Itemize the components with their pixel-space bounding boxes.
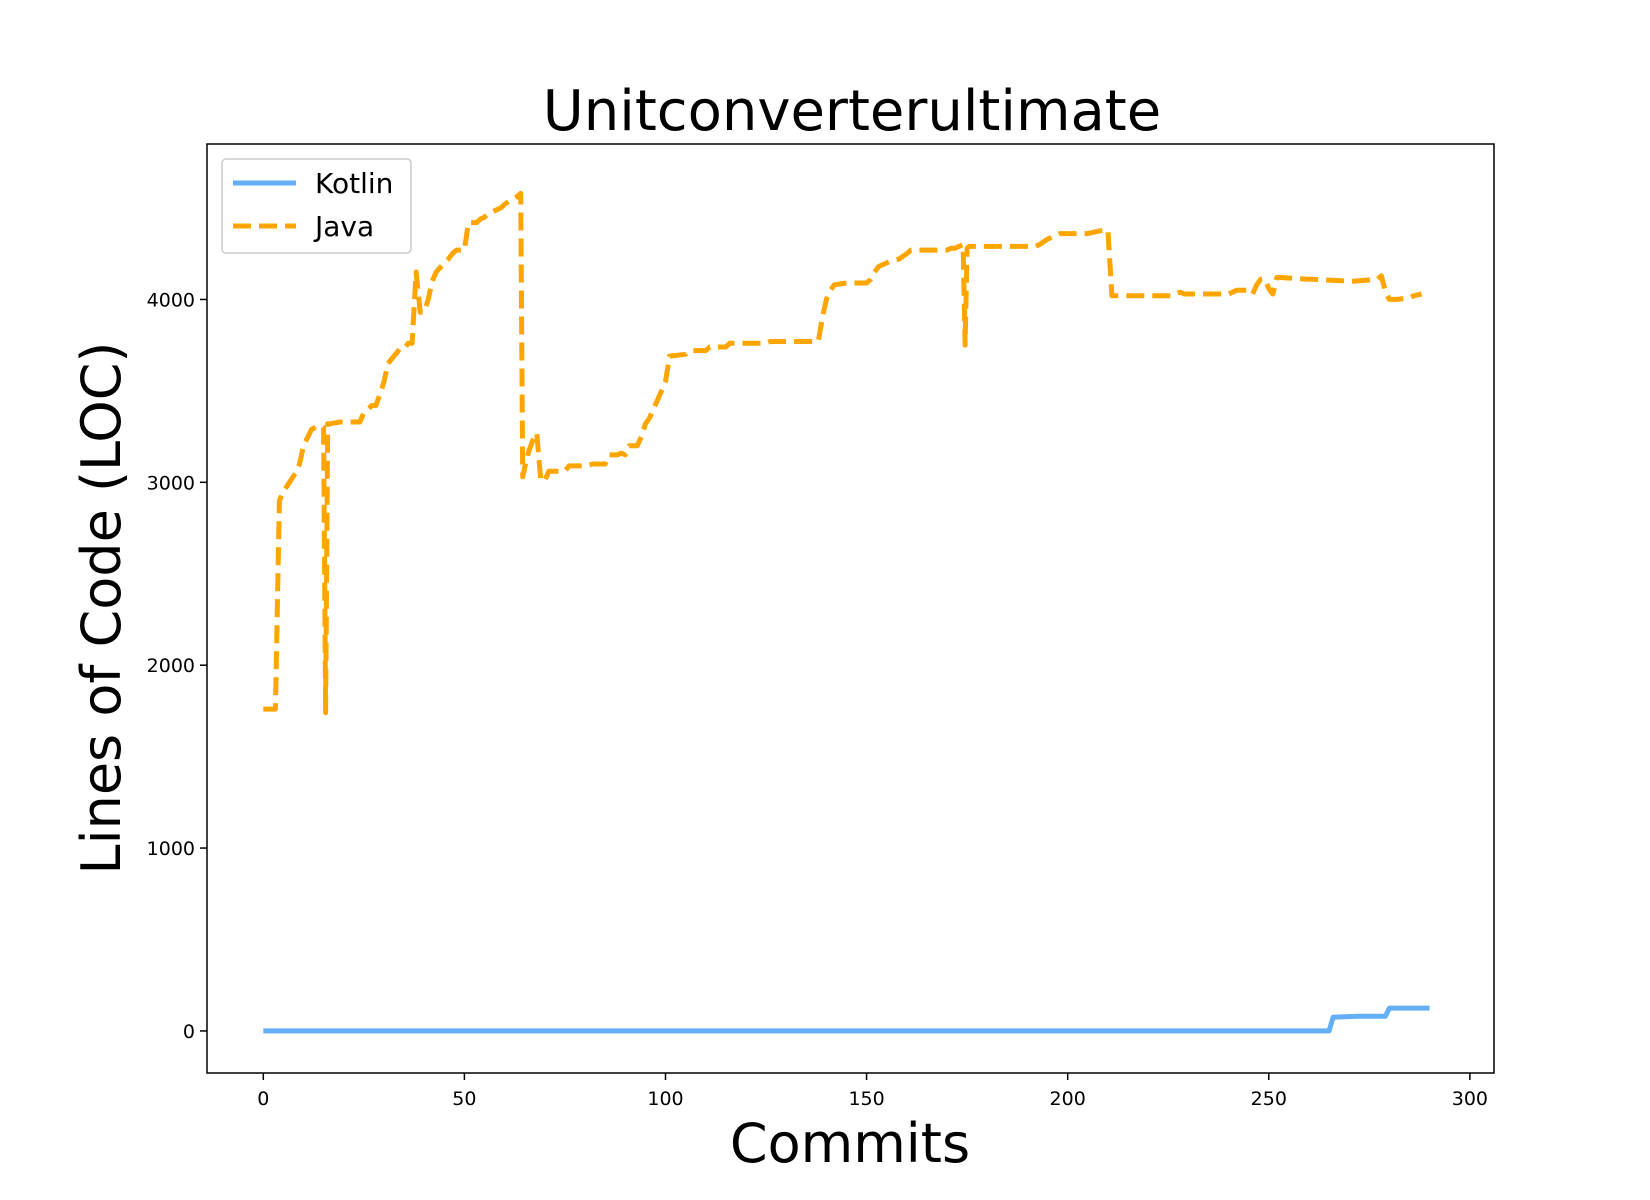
- x-axis-label: Commits: [730, 1112, 970, 1175]
- y-axis-label: Lines of Code (LOC): [70, 342, 133, 875]
- x-tick-label: 200: [1050, 1088, 1086, 1110]
- x-tick-label: 150: [848, 1088, 884, 1110]
- legend-java-label: Java: [313, 210, 374, 243]
- x-tick-label: 250: [1251, 1088, 1287, 1110]
- series-layer: [263, 190, 1430, 1034]
- chart-title: Unitconverterultimate: [543, 79, 1161, 144]
- x-tick-label: 0: [257, 1088, 269, 1110]
- series-java-line: [263, 190, 1423, 716]
- series-kotlin-line: [263, 1005, 1430, 1034]
- y-tick-label: 3000: [147, 472, 195, 494]
- legend-kotlin-label: Kotlin: [315, 167, 393, 200]
- x-axis: 0 50 100 150 200 250 300: [257, 1073, 1488, 1110]
- legend: Kotlin Java: [221, 158, 412, 254]
- x-tick-label: 50: [452, 1088, 476, 1110]
- x-tick-label: 300: [1452, 1088, 1488, 1110]
- y-axis: 0 1000 2000 3000 4000: [147, 289, 207, 1043]
- y-tick-label: 2000: [147, 655, 195, 677]
- y-tick-label: 4000: [147, 289, 195, 311]
- plot-area: [206, 143, 1495, 1074]
- x-tick-label: 100: [647, 1088, 683, 1110]
- y-tick-label: 0: [183, 1021, 195, 1043]
- y-tick-label: 1000: [147, 838, 195, 860]
